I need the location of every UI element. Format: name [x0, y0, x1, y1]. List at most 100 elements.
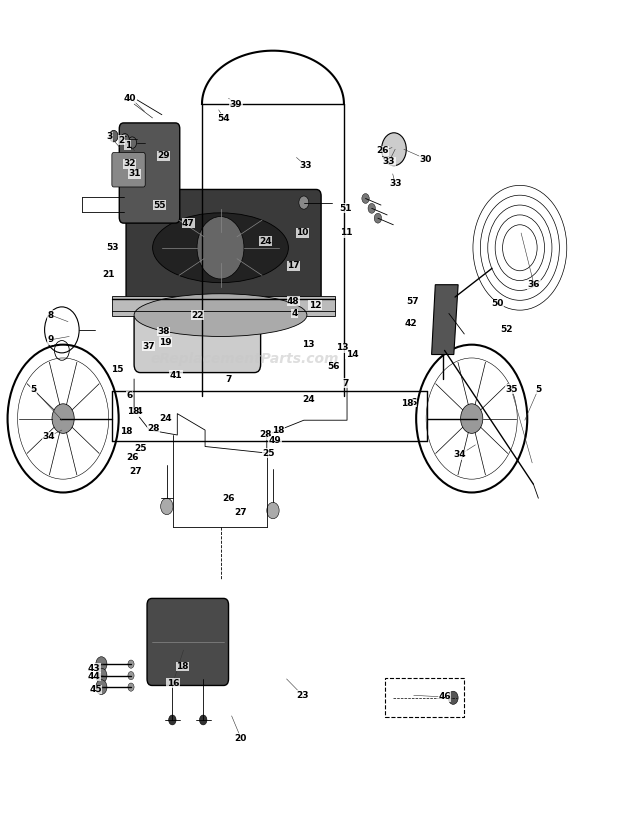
Text: 11: 11	[340, 228, 352, 237]
Text: 45: 45	[89, 685, 102, 694]
Text: 4: 4	[291, 309, 298, 318]
Circle shape	[197, 217, 244, 279]
Circle shape	[128, 683, 134, 691]
Text: 24: 24	[259, 236, 272, 246]
Text: 35: 35	[505, 385, 518, 394]
FancyBboxPatch shape	[112, 296, 335, 316]
Text: 24: 24	[159, 414, 172, 423]
Text: 41: 41	[170, 371, 182, 380]
Text: 40: 40	[123, 94, 136, 103]
Circle shape	[128, 137, 136, 148]
Text: 28: 28	[147, 424, 159, 433]
Text: 3: 3	[106, 133, 112, 142]
Text: 29: 29	[157, 152, 170, 161]
Text: 9: 9	[48, 335, 54, 344]
Text: 33: 33	[299, 162, 312, 170]
Circle shape	[52, 404, 74, 433]
Text: 33: 33	[389, 179, 401, 188]
Text: 5: 5	[535, 385, 541, 394]
Circle shape	[267, 503, 279, 519]
Text: 54: 54	[217, 114, 230, 123]
Text: 14: 14	[346, 350, 358, 359]
Text: 20: 20	[235, 733, 247, 742]
Text: 18: 18	[401, 400, 414, 408]
Text: 43: 43	[87, 663, 100, 672]
Text: 19: 19	[159, 338, 172, 347]
Text: 42: 42	[404, 319, 417, 328]
FancyBboxPatch shape	[112, 152, 145, 187]
Circle shape	[200, 715, 207, 725]
Circle shape	[461, 404, 483, 433]
Text: 22: 22	[192, 311, 204, 320]
Text: 27: 27	[130, 466, 142, 475]
Circle shape	[374, 213, 381, 223]
Polygon shape	[432, 285, 458, 354]
Text: 34: 34	[454, 450, 466, 459]
Text: 48: 48	[287, 297, 299, 306]
Text: 25: 25	[262, 448, 275, 457]
Circle shape	[381, 133, 406, 166]
Text: 1: 1	[125, 141, 131, 150]
Circle shape	[368, 204, 376, 213]
Circle shape	[128, 660, 134, 668]
Text: 5: 5	[30, 385, 37, 394]
Text: 13: 13	[337, 344, 349, 353]
Text: 17: 17	[287, 261, 299, 270]
Text: 24: 24	[303, 396, 315, 405]
Text: 12: 12	[309, 301, 321, 310]
FancyBboxPatch shape	[147, 598, 229, 686]
Text: 56: 56	[327, 363, 340, 372]
Text: 26: 26	[126, 452, 139, 461]
Circle shape	[96, 680, 107, 695]
Text: 37: 37	[142, 342, 154, 351]
Text: 13: 13	[303, 340, 315, 349]
Text: 18: 18	[176, 662, 188, 671]
Text: 50: 50	[491, 299, 503, 308]
Text: 33: 33	[383, 157, 396, 166]
Text: 21: 21	[102, 269, 115, 279]
Text: 38: 38	[157, 327, 170, 336]
Text: 15: 15	[111, 365, 123, 374]
Text: 55: 55	[153, 200, 166, 209]
Circle shape	[169, 715, 176, 725]
Text: 46: 46	[438, 692, 451, 701]
Text: 28: 28	[259, 430, 272, 439]
Text: 8: 8	[48, 311, 54, 320]
FancyBboxPatch shape	[134, 300, 260, 372]
Text: 31: 31	[128, 170, 141, 178]
Text: 34: 34	[42, 432, 55, 441]
Text: 49: 49	[268, 436, 281, 445]
Circle shape	[120, 133, 129, 145]
Circle shape	[96, 657, 107, 672]
Text: 23: 23	[296, 691, 309, 700]
Text: 18: 18	[272, 425, 284, 434]
Circle shape	[96, 668, 107, 683]
Text: 26: 26	[376, 147, 389, 156]
Text: 57: 57	[406, 297, 419, 306]
Text: 14: 14	[130, 408, 142, 416]
Text: 32: 32	[123, 160, 136, 168]
Text: 18: 18	[126, 408, 139, 416]
Text: 44: 44	[87, 672, 100, 681]
Circle shape	[109, 130, 118, 142]
Text: 30: 30	[420, 155, 432, 163]
Circle shape	[362, 194, 370, 204]
Text: 51: 51	[340, 204, 352, 213]
Text: 6: 6	[126, 391, 133, 400]
Text: 7: 7	[343, 379, 349, 388]
Text: 25: 25	[135, 444, 147, 453]
Text: 18: 18	[120, 427, 133, 436]
Ellipse shape	[134, 293, 307, 336]
Text: 36: 36	[528, 280, 540, 289]
Text: 7: 7	[225, 375, 232, 384]
Circle shape	[161, 499, 173, 515]
Ellipse shape	[153, 213, 288, 283]
Text: 26: 26	[223, 494, 235, 503]
Text: 52: 52	[500, 325, 513, 335]
Text: 27: 27	[234, 508, 247, 517]
Circle shape	[299, 196, 309, 209]
FancyBboxPatch shape	[119, 123, 180, 223]
Text: 47: 47	[182, 218, 195, 227]
Text: 6: 6	[410, 398, 417, 407]
Text: 2: 2	[118, 136, 125, 145]
